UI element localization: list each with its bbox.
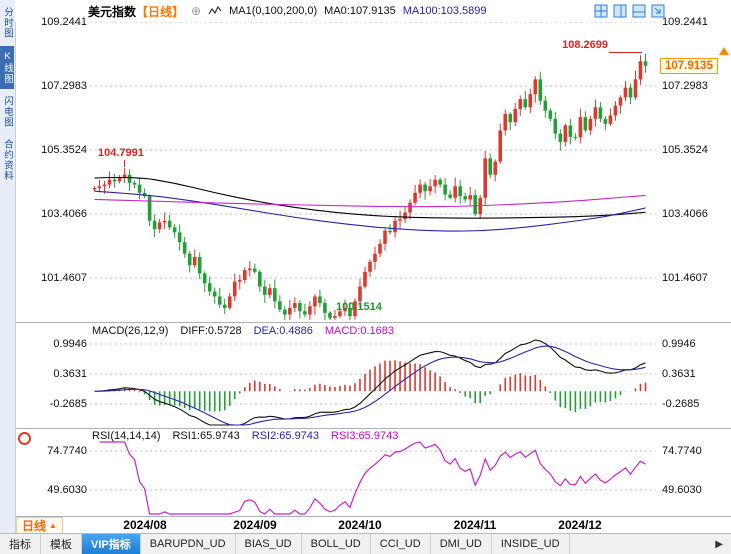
- sidebar-item-lightning-chart[interactable]: 闪电图: [2, 95, 13, 128]
- tab-boll-ud[interactable]: BOLL_UD: [302, 534, 371, 554]
- annotation-tick: [330, 312, 331, 319]
- tab-vip-indicators[interactable]: VIP指标: [82, 534, 141, 554]
- period-tag: 【日线】: [136, 4, 185, 19]
- period-label: 日线: [22, 519, 47, 533]
- ma-settings-label: MA1(0,100,200,0): [229, 5, 318, 17]
- rsi-legend: RSI(14,14,14) RSI1:65.9743 RSI2:65.9743 …: [92, 430, 398, 442]
- sidebar-item-contract-info[interactable]: 合约资料: [2, 139, 13, 181]
- left-toolbar: 分时图 K线图 闪电图 合约资料: [0, 0, 16, 533]
- ma100-value: MA100:103.5899: [402, 5, 487, 17]
- price-axis-label: 109.2441: [662, 16, 708, 28]
- rsi2-value: RSI2:65.9743: [251, 430, 320, 442]
- macd-diff-value: DIFF:0.5728: [180, 325, 242, 337]
- period-selector-button[interactable]: 日线 ▲: [16, 517, 63, 534]
- rsi-axis-label: 49.6030: [47, 484, 87, 496]
- x-axis-label: 2024/08: [123, 518, 167, 532]
- tab-indicators[interactable]: 指标: [0, 534, 41, 554]
- macd-axis-label: 0.9946: [662, 338, 696, 350]
- annotation-early-high: 104.7991: [98, 147, 144, 159]
- indicator-zigzag-icon: [208, 5, 222, 15]
- annotation-period-low: 100.1514: [336, 301, 382, 313]
- sidebar-item-time-chart[interactable]: 分时图: [2, 7, 13, 39]
- macd-axis-label: -0.2685: [662, 398, 700, 410]
- last-price-tag: 107.9135: [660, 58, 718, 74]
- tab-inside-ud[interactable]: INSIDE_UD: [492, 534, 570, 554]
- add-indicator-icon[interactable]: ⊕: [191, 4, 202, 18]
- price-axis-label: 103.4066: [41, 208, 87, 220]
- price-axis-label: 101.4607: [41, 272, 87, 284]
- tab-dmi-ud[interactable]: DMI_UD: [431, 534, 492, 554]
- price-axis-label: 101.4607: [662, 272, 708, 284]
- layout-maximize-icon[interactable]: [651, 4, 665, 18]
- rsi-axis-label: 74.7740: [662, 445, 702, 457]
- macd-legend: MACD(26,12,9) DIFF:0.5728 DEA:0.4886 MAC…: [92, 325, 394, 337]
- x-axis-label: 2024/12: [558, 518, 602, 532]
- price-axis-label: 105.3524: [41, 144, 87, 156]
- x-axis-label: 2024/10: [338, 518, 382, 532]
- price-pointer-icon: [719, 47, 729, 55]
- annotation-tick: [124, 160, 125, 167]
- rsi-name: RSI(14,14,14): [92, 430, 161, 442]
- tab-templates[interactable]: 模板: [41, 534, 82, 554]
- ma0-value: MA0:107.9135: [324, 5, 396, 17]
- price-axis-label: 107.2983: [662, 80, 708, 92]
- price-axis-label: 103.4066: [662, 208, 708, 220]
- price-axis-label: 109.2441: [41, 16, 87, 28]
- price-axis-label: 107.2983: [41, 80, 87, 92]
- instrument-title: 美元指数: [88, 4, 137, 19]
- price-axis-label: 105.3524: [662, 144, 708, 156]
- indicator-tab-bar: 指标 模板 VIP指标 BARUPDN_UD BIAS_UD BOLL_UD C…: [0, 533, 731, 554]
- macd-axis-label: 0.3631: [53, 368, 87, 380]
- rsi-axis-label: 74.7740: [47, 445, 87, 457]
- macd-axis-label: -0.2685: [49, 398, 87, 410]
- macd-dea-value: DEA:0.4886: [253, 325, 313, 337]
- chart-header: 美元指数 【日线】 ⊕ MA1(0,100,200,0) MA0:107.913…: [15, 0, 731, 22]
- sidebar-item-kline-chart[interactable]: K线图: [0, 45, 14, 89]
- tab-bias-ud[interactable]: BIAS_UD: [236, 534, 302, 554]
- rsi3-value: RSI3:65.9743: [331, 430, 399, 442]
- chevron-up-icon: ▲: [49, 521, 57, 530]
- macd-name: MACD(26,12,9): [92, 325, 169, 337]
- rsi-indicator-icon[interactable]: [18, 432, 31, 445]
- x-axis-label: 2024/11: [453, 518, 497, 532]
- macd-axis-label: 0.9946: [53, 338, 87, 350]
- tab-barupdn-ud[interactable]: BARUPDN_UD: [141, 534, 236, 554]
- layout-icon-group: [594, 4, 665, 18]
- annotation-leader-line: [609, 52, 642, 53]
- x-axis-label: 2024/09: [233, 518, 277, 532]
- layout-split-h-icon[interactable]: [632, 4, 646, 18]
- rsi1-value: RSI1:65.9743: [172, 430, 240, 442]
- layout-grid4-icon[interactable]: [594, 4, 608, 18]
- rsi-axis-label: 49.6030: [662, 484, 702, 496]
- tab-cci-ud[interactable]: CCI_UD: [371, 534, 431, 554]
- macd-hist-value: MACD:0.1683: [324, 325, 394, 337]
- macd-axis-label: 0.3631: [662, 368, 696, 380]
- more-tabs-icon[interactable]: ▶: [715, 538, 723, 550]
- layout-split-v-icon[interactable]: [613, 4, 627, 18]
- annotation-period-high: 108.2699: [562, 39, 608, 51]
